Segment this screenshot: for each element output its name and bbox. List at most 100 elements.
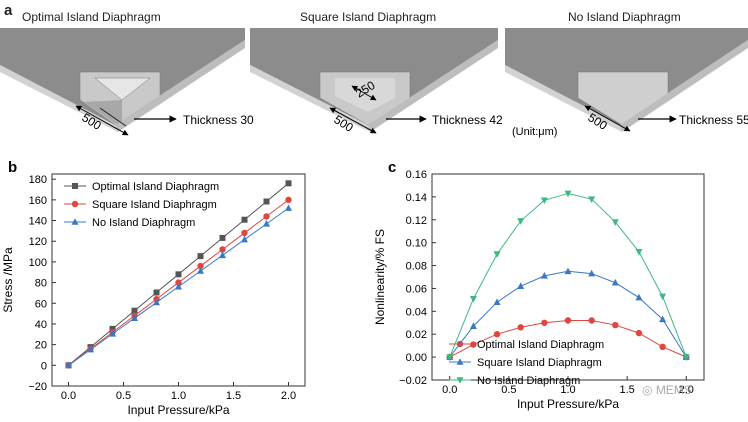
y-tick-label: 0.02 xyxy=(406,329,427,341)
data-point xyxy=(153,289,160,296)
y-tick-label: 20 xyxy=(35,340,47,352)
data-point xyxy=(241,216,248,223)
diagram-1-thickness: Thickness 30 xyxy=(183,113,254,127)
data-point xyxy=(635,249,643,256)
data-point xyxy=(263,198,270,205)
legend-marker xyxy=(71,200,79,208)
data-point xyxy=(65,361,72,369)
chart-b: b 0.0 0.5 1.0 1.5 2.0 −20 0 20 40 60 80 100 120 140 160… xyxy=(1,159,306,417)
data-point xyxy=(541,319,548,326)
y-tick-label: 120 xyxy=(29,236,47,248)
y-tick-label: −0.02 xyxy=(399,375,427,387)
data-point xyxy=(635,329,643,337)
y-tick-label: 80 xyxy=(35,278,47,290)
x-tick-label: 0.5 xyxy=(501,384,516,396)
x-axis-label: Input Pressure/kPa xyxy=(127,403,229,417)
diagram-3-thickness: Thickness 55 xyxy=(679,113,748,127)
data-point xyxy=(109,330,116,337)
data-point xyxy=(517,282,525,289)
y-axis-label: Stress /MPa xyxy=(1,247,15,313)
chart-c: c 0.0 0.5 1.0 1.5 2.0 −0.02 0.00 0.02 0.04 0.06 0.0… xyxy=(373,159,705,411)
x-axis-label: Input Pressure/kPa xyxy=(517,397,619,411)
watermark-label: MEMS xyxy=(655,383,692,397)
y-tick-label: 0.08 xyxy=(406,261,427,273)
y-tick-label: 0.14 xyxy=(406,192,427,204)
data-point xyxy=(285,180,292,187)
data-point xyxy=(588,196,596,203)
x-tick-label: 0.0 xyxy=(442,384,457,396)
legend-marker xyxy=(72,183,78,189)
data-point xyxy=(175,282,182,290)
data-point xyxy=(175,271,182,278)
x-tick-label: 1.0 xyxy=(171,390,186,402)
legend-marker xyxy=(456,377,464,384)
legend-label: Optimal Island Diaphragm xyxy=(477,339,604,351)
watermark-icon: ◎ xyxy=(642,383,656,397)
y-tick-label: 100 xyxy=(29,257,47,269)
data-point xyxy=(87,345,94,353)
y-tick-label: 160 xyxy=(29,195,47,207)
data-point xyxy=(131,314,138,321)
data-point xyxy=(469,295,477,303)
unit-label: (Unit:μm) xyxy=(512,126,557,138)
data-point xyxy=(682,354,690,361)
y-tick-label: 60 xyxy=(35,298,47,310)
data-point xyxy=(659,343,666,351)
data-point xyxy=(241,235,248,243)
diagram-2-title: Square Island Diaphragm xyxy=(300,10,437,24)
data-point xyxy=(263,220,270,227)
diagram-2-thickness: Thickness 42 xyxy=(432,113,503,127)
data-point xyxy=(470,341,477,348)
data-point xyxy=(588,269,596,277)
series-line xyxy=(449,192,687,358)
x-tick-label: 1.0 xyxy=(560,384,575,396)
y-tick-label: 40 xyxy=(35,319,47,331)
data-point xyxy=(611,219,619,226)
data-point xyxy=(197,262,204,270)
legend-label: Square Island Diaphragm xyxy=(92,199,217,211)
data-point xyxy=(469,322,477,330)
diagram-3-title: No Island Diaphragm xyxy=(568,10,681,24)
data-point xyxy=(564,190,572,198)
data-point xyxy=(285,196,292,204)
data-point xyxy=(263,213,270,220)
data-point xyxy=(175,279,182,286)
data-point xyxy=(219,246,226,253)
y-tick-label: 180 xyxy=(29,174,47,186)
data-point xyxy=(241,229,248,237)
y-tick-label: 0.16 xyxy=(406,169,427,181)
data-point xyxy=(540,272,548,279)
data-point xyxy=(131,307,138,314)
data-point xyxy=(612,321,619,329)
data-point xyxy=(659,315,667,323)
legend-marker xyxy=(71,218,79,225)
data-point xyxy=(517,324,524,331)
data-point xyxy=(219,251,226,259)
data-point xyxy=(197,253,204,260)
y-axis-label: Nonlinearity/% FS xyxy=(373,229,387,325)
legend-marker xyxy=(456,358,464,365)
y-tick-label: 0.06 xyxy=(406,283,427,295)
legend-label: Optimal Island Diaphragm xyxy=(92,181,219,193)
legend-label: No Island Diaphragm xyxy=(477,375,580,387)
data-point xyxy=(588,317,595,324)
data-point xyxy=(493,331,501,338)
legend-label: Square Island Diaphragm xyxy=(477,357,602,369)
y-tick-label: 0.04 xyxy=(406,306,427,318)
diagram-1-title: Optimal Island Diaphragm xyxy=(22,10,161,24)
watermark-text: ◎ MEMS xyxy=(642,383,692,397)
x-tick-label: 2.0 xyxy=(281,390,296,402)
data-point xyxy=(153,298,160,306)
panel-letter: b xyxy=(8,159,17,176)
x-tick-label: 2.0 xyxy=(679,384,694,396)
data-point xyxy=(611,278,619,286)
data-point xyxy=(197,267,204,274)
panel-letter: c xyxy=(388,159,396,176)
data-point xyxy=(564,267,572,275)
y-tick-label: −20 xyxy=(28,381,47,393)
y-tick-label: 0.12 xyxy=(406,215,427,227)
y-tick-label: 140 xyxy=(29,216,47,228)
data-point xyxy=(109,325,116,332)
x-tick-label: 1.5 xyxy=(226,390,241,402)
